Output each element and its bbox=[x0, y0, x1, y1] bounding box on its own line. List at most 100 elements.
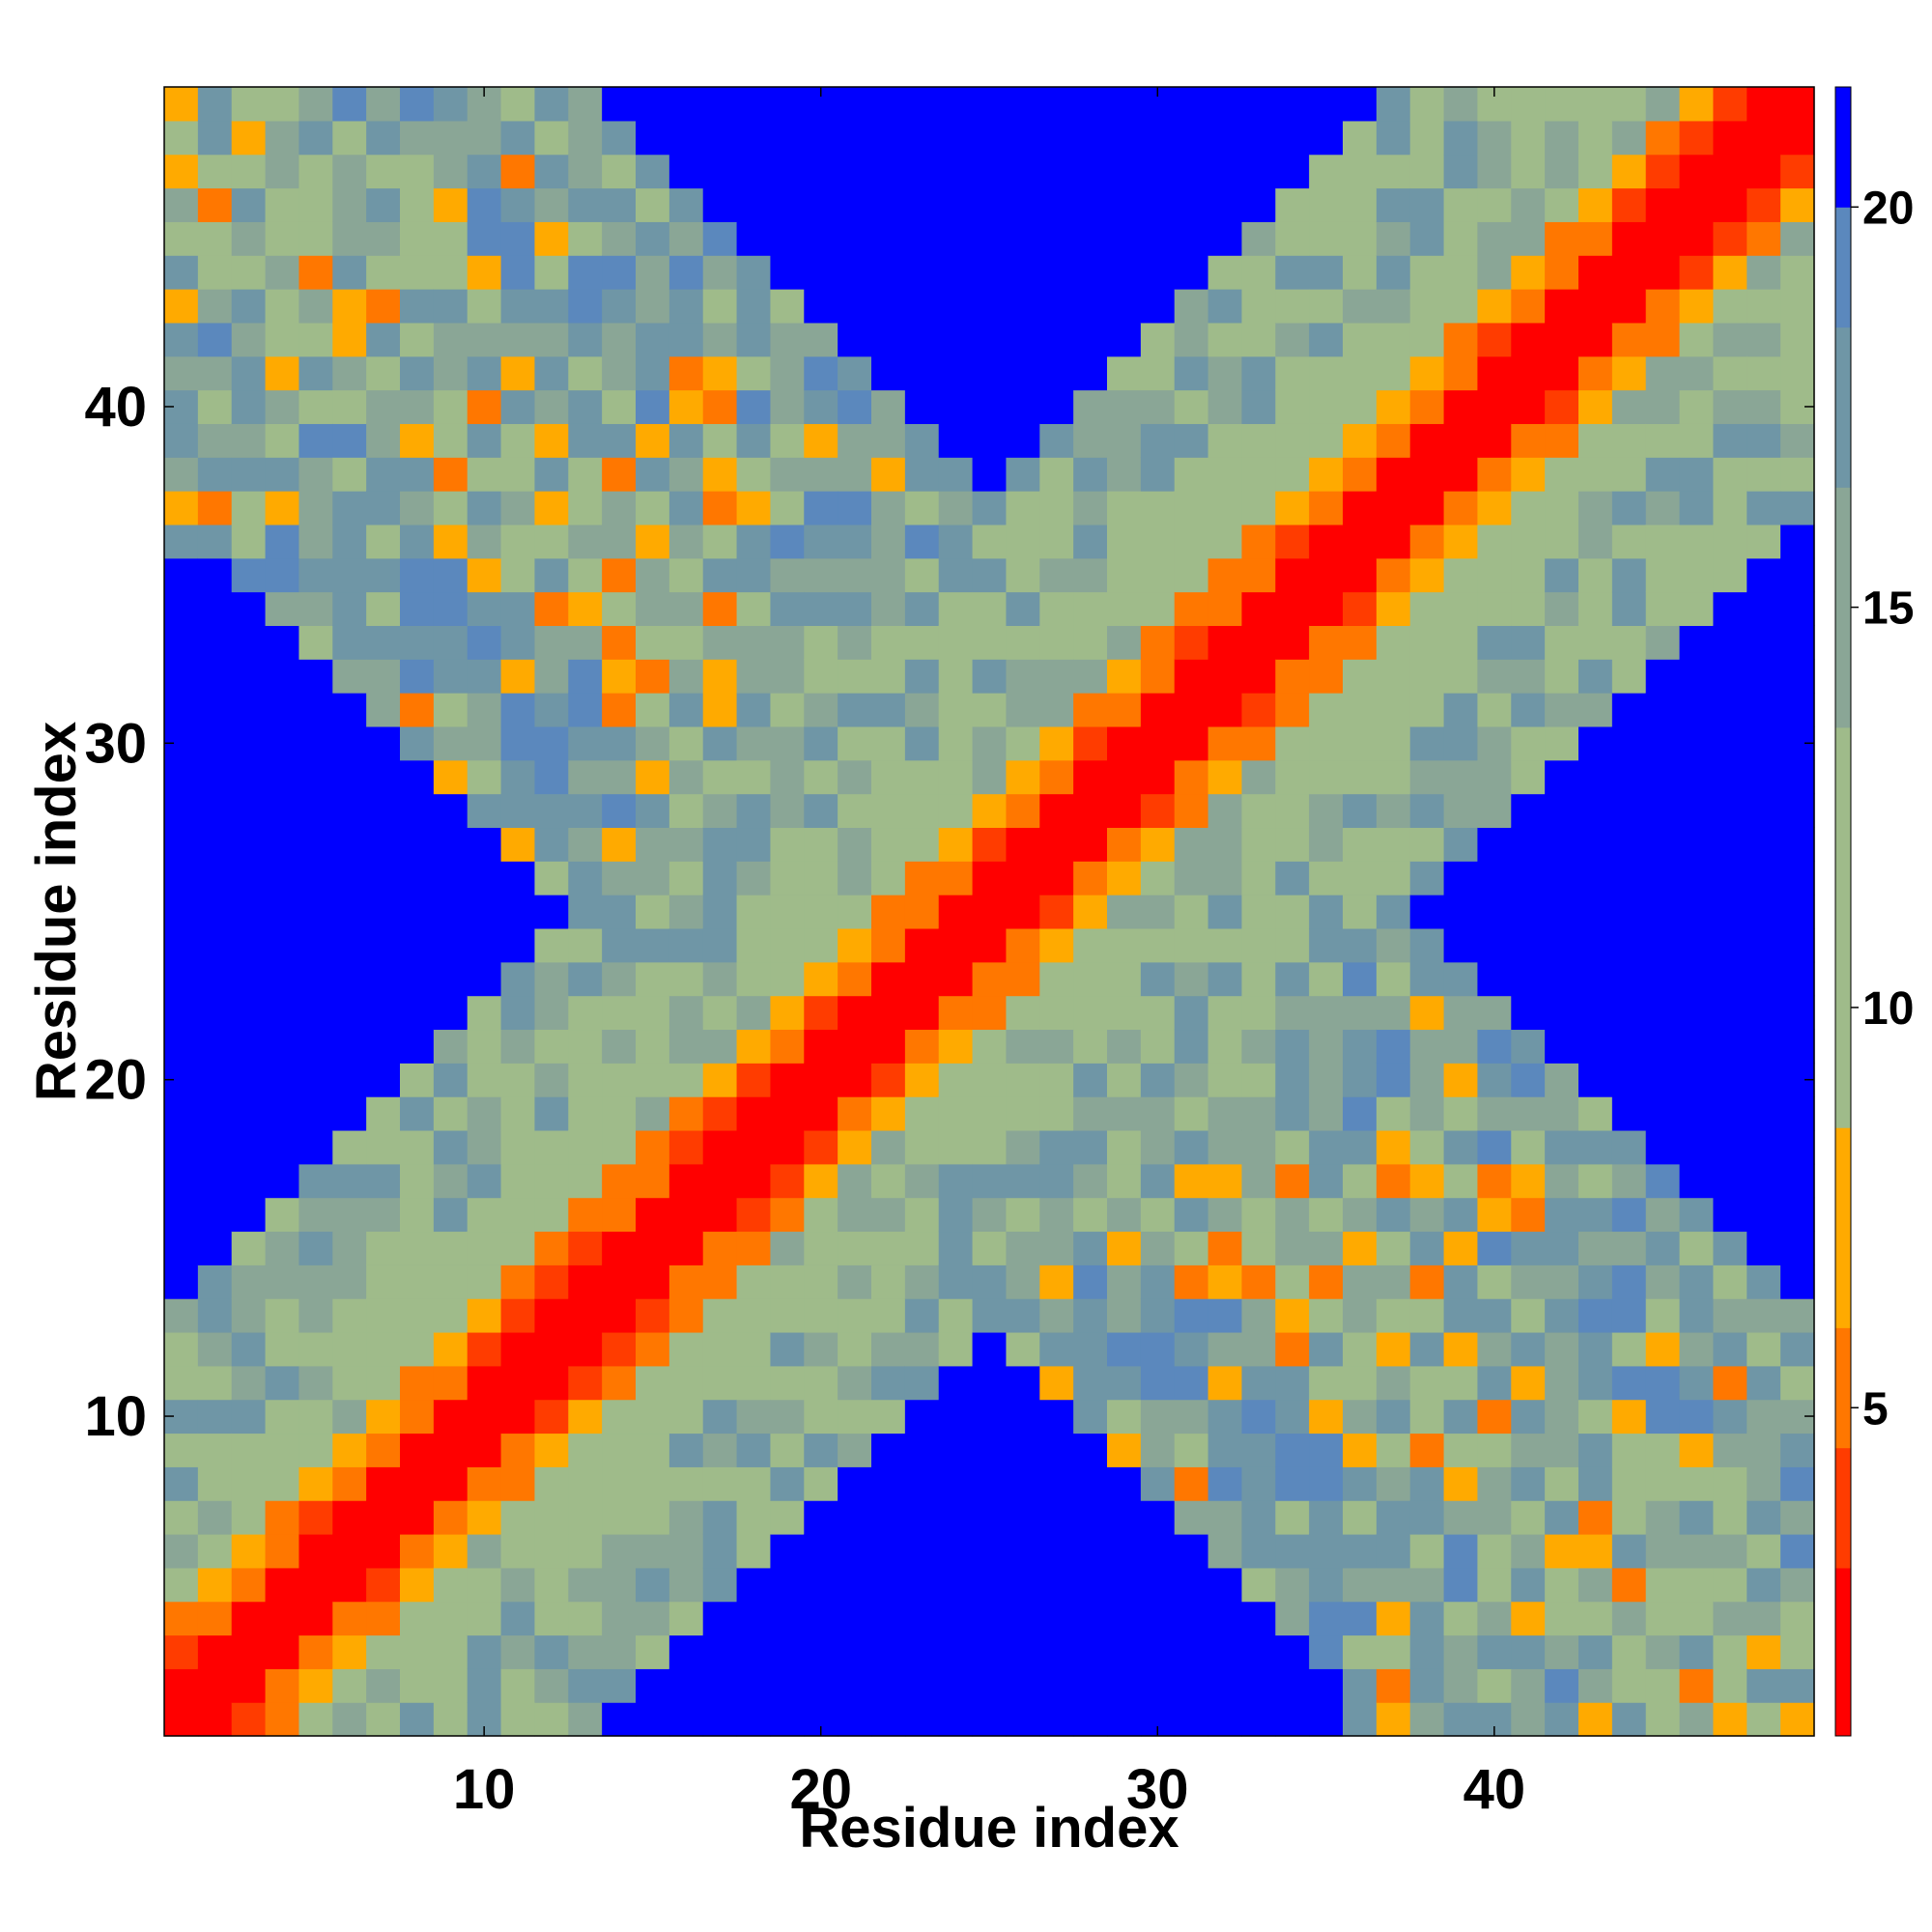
heatmap-cell bbox=[838, 423, 872, 458]
heatmap-cell bbox=[231, 120, 267, 156]
heatmap-cell bbox=[972, 725, 1008, 761]
heatmap-cell bbox=[1747, 1163, 1781, 1199]
heatmap-cell bbox=[938, 759, 974, 795]
heatmap-cell bbox=[904, 524, 940, 559]
heatmap-cell bbox=[1511, 322, 1546, 357]
heatmap-cell bbox=[804, 1197, 838, 1233]
heatmap-cell bbox=[1409, 491, 1445, 526]
heatmap-cell bbox=[568, 895, 603, 929]
heatmap-cell bbox=[534, 1702, 569, 1737]
heatmap-cell bbox=[938, 322, 974, 357]
heatmap-cell bbox=[568, 457, 603, 492]
heatmap-cell bbox=[1713, 1063, 1747, 1097]
heatmap-cell bbox=[1511, 154, 1546, 189]
heatmap-cell bbox=[1208, 187, 1243, 222]
heatmap-cell bbox=[602, 827, 637, 862]
heatmap-cell bbox=[1174, 927, 1209, 963]
heatmap-cell bbox=[1780, 659, 1815, 694]
heatmap-cell bbox=[1275, 1668, 1310, 1703]
heatmap-cell bbox=[400, 827, 435, 862]
heatmap-cell bbox=[1174, 1365, 1209, 1401]
heatmap-cell bbox=[332, 1466, 367, 1501]
heatmap-cell bbox=[1443, 995, 1479, 1031]
heatmap-cell bbox=[838, 491, 872, 526]
heatmap-cell bbox=[668, 1668, 704, 1703]
heatmap-cell bbox=[736, 1365, 772, 1401]
heatmap-cell bbox=[433, 1163, 469, 1199]
heatmap-cell bbox=[400, 1533, 435, 1569]
heatmap-cell bbox=[1208, 895, 1243, 929]
heatmap-cell bbox=[568, 961, 603, 997]
heatmap-cell bbox=[770, 389, 805, 424]
heatmap-cell bbox=[298, 289, 333, 324]
heatmap-cell bbox=[1747, 87, 1781, 122]
heatmap-cell bbox=[1140, 1163, 1176, 1199]
heatmap-cell bbox=[433, 591, 469, 626]
heatmap-cell bbox=[231, 524, 267, 559]
heatmap-cell bbox=[1208, 659, 1243, 694]
heatmap-cell bbox=[1073, 154, 1108, 189]
heatmap-cell bbox=[467, 255, 502, 290]
heatmap-cell bbox=[1409, 1466, 1445, 1501]
heatmap-cell bbox=[736, 1264, 772, 1299]
heatmap-cell bbox=[871, 725, 906, 761]
heatmap-cell bbox=[1477, 1634, 1512, 1669]
heatmap-cell bbox=[1409, 827, 1445, 862]
heatmap-cell bbox=[972, 927, 1008, 963]
heatmap-cell bbox=[1107, 927, 1142, 963]
heatmap-cell bbox=[1645, 355, 1681, 391]
heatmap-cell bbox=[433, 1634, 469, 1669]
heatmap-cell bbox=[500, 625, 536, 660]
heatmap-cell bbox=[702, 1163, 738, 1199]
heatmap-cell bbox=[1140, 895, 1176, 929]
heatmap-cell bbox=[332, 693, 367, 727]
heatmap-cell bbox=[904, 1500, 940, 1535]
heatmap-cell bbox=[400, 221, 435, 256]
heatmap-cell bbox=[1679, 995, 1715, 1031]
plot-frame bbox=[163, 86, 1815, 1737]
heatmap-cell bbox=[1511, 423, 1546, 458]
heatmap-cell bbox=[770, 423, 805, 458]
heatmap-cell bbox=[904, 87, 940, 122]
heatmap-cell bbox=[500, 1096, 536, 1131]
heatmap-cell bbox=[1039, 1063, 1074, 1097]
heatmap-cell bbox=[702, 423, 738, 458]
heatmap-cell bbox=[1511, 1365, 1546, 1401]
heatmap-cell bbox=[1443, 1702, 1479, 1737]
heatmap-cell bbox=[1780, 1668, 1815, 1703]
heatmap-cell bbox=[702, 1567, 738, 1603]
heatmap-cell bbox=[265, 289, 300, 324]
heatmap-cell bbox=[164, 524, 199, 559]
heatmap-cell bbox=[904, 1096, 940, 1131]
heatmap-cell bbox=[164, 1702, 199, 1737]
heatmap-cell bbox=[1275, 187, 1310, 222]
heatmap-cell bbox=[534, 793, 569, 829]
heatmap-cell bbox=[1443, 1567, 1479, 1603]
heatmap-cell bbox=[1747, 1668, 1781, 1703]
heatmap-cell bbox=[1208, 1264, 1243, 1299]
heatmap-cell bbox=[1645, 154, 1681, 189]
heatmap-cell bbox=[467, 895, 502, 929]
heatmap-cell bbox=[702, 87, 738, 122]
heatmap-cell bbox=[500, 1365, 536, 1401]
heatmap-cell bbox=[904, 961, 940, 997]
heatmap-cell bbox=[231, 1533, 267, 1569]
heatmap-cell bbox=[534, 1197, 569, 1233]
heatmap-cell bbox=[1511, 1096, 1546, 1131]
heatmap-cell bbox=[1477, 1601, 1512, 1636]
heatmap-cell bbox=[770, 1029, 805, 1064]
heatmap-cell bbox=[1477, 355, 1512, 391]
heatmap-cell bbox=[1174, 1567, 1209, 1603]
heatmap-cell bbox=[702, 524, 738, 559]
heatmap-cell bbox=[668, 827, 704, 862]
heatmap-cell bbox=[1477, 895, 1512, 929]
heatmap-cell bbox=[1443, 1466, 1479, 1501]
heatmap-cell bbox=[972, 1063, 1008, 1097]
heatmap-cell bbox=[1039, 120, 1074, 156]
heatmap-cell bbox=[1073, 557, 1108, 593]
heatmap-cell bbox=[568, 423, 603, 458]
heatmap-cell bbox=[1309, 1365, 1344, 1401]
heatmap-cell bbox=[736, 1231, 772, 1265]
heatmap-cell bbox=[1241, 625, 1276, 660]
heatmap-cell bbox=[1545, 1163, 1579, 1199]
